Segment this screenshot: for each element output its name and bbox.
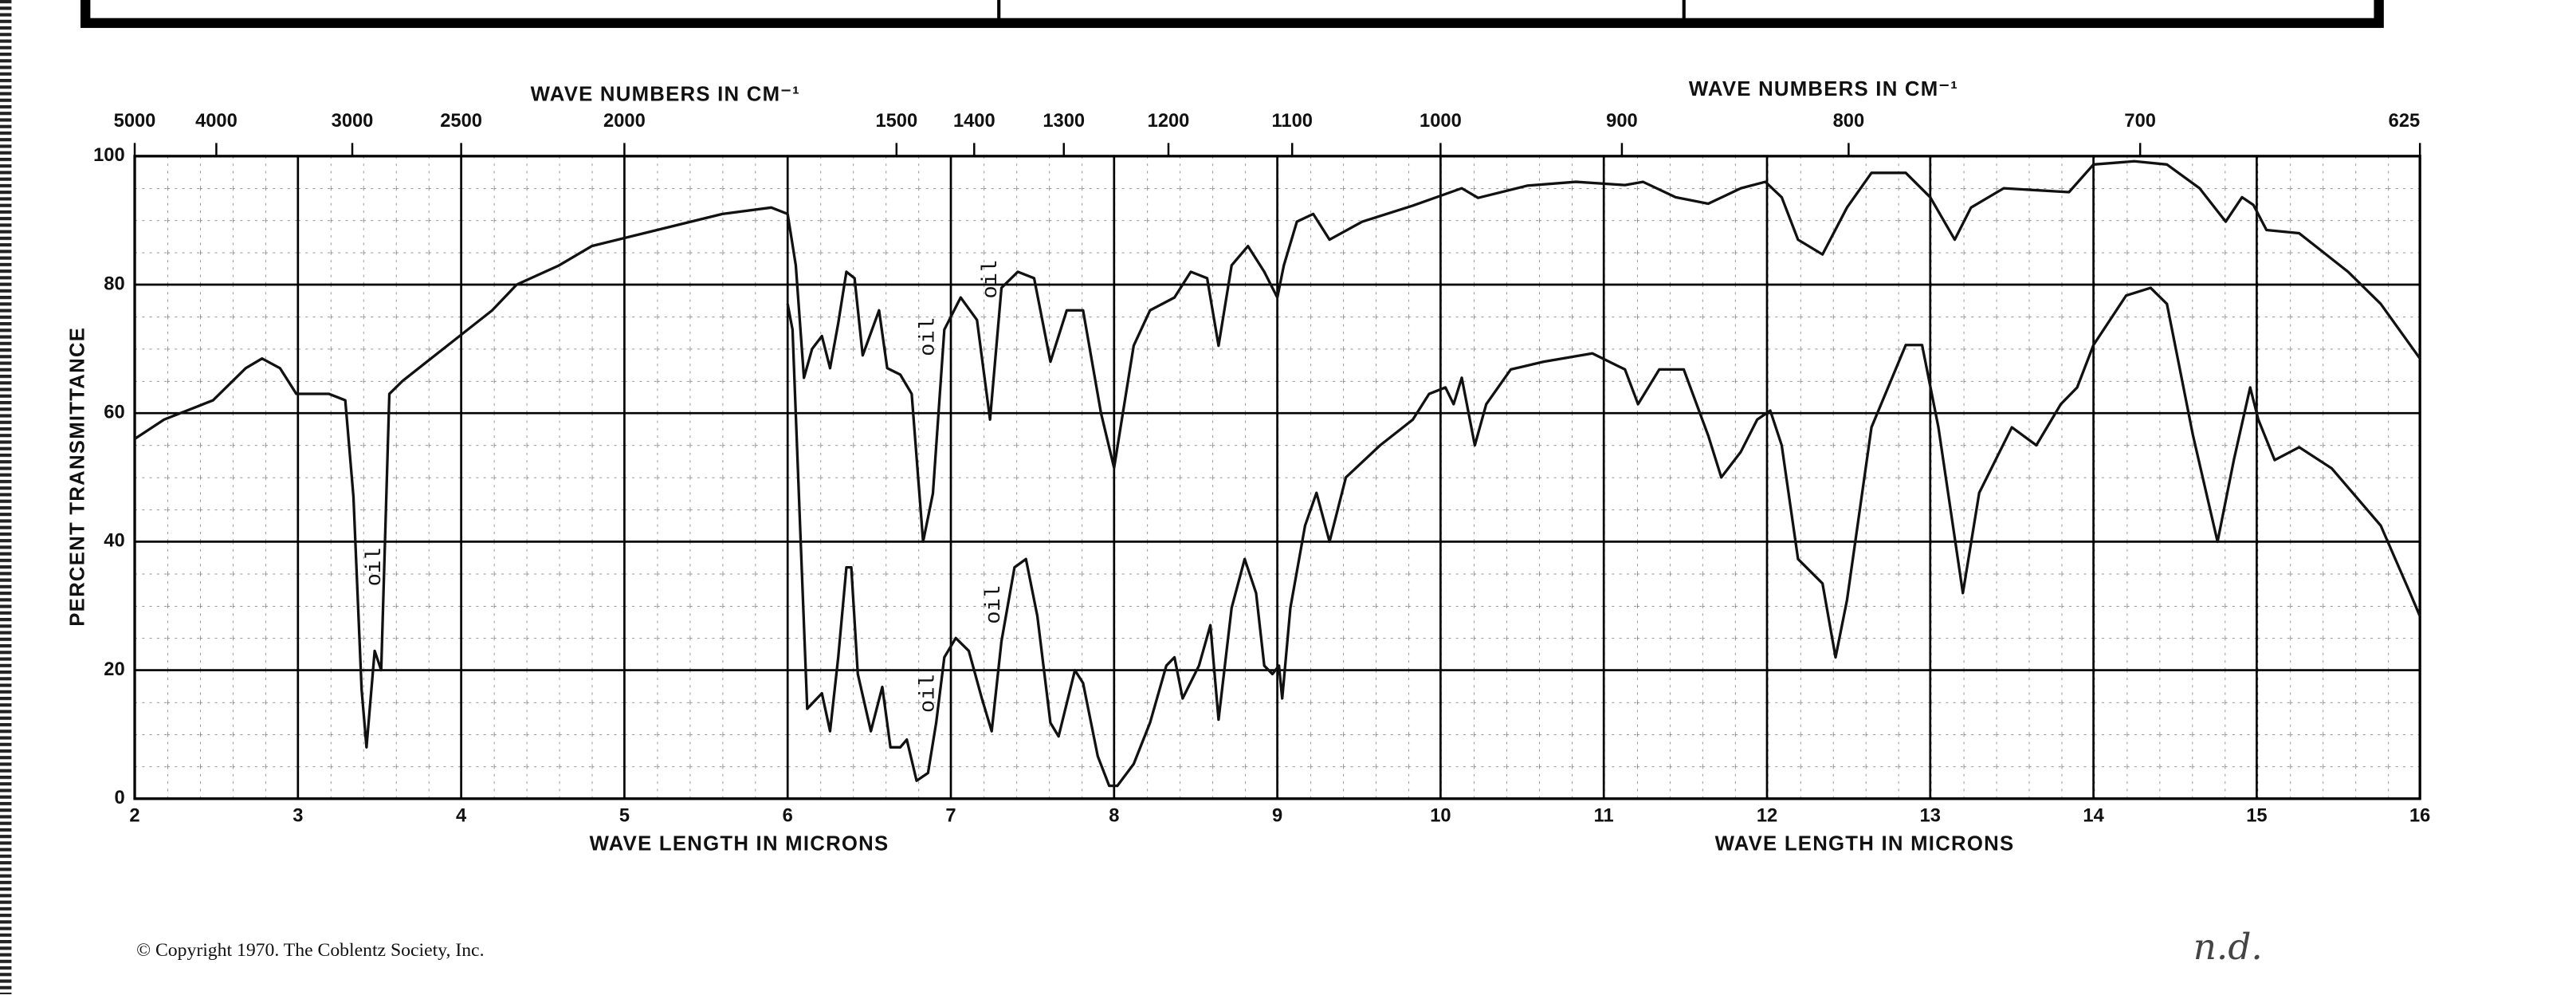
x-tick-label: 3 — [293, 806, 303, 827]
x2-axis-title: WAVE NUMBERS IN CM⁻¹ — [1689, 78, 1958, 100]
spectrum-line — [786, 286, 2421, 788]
x2-tick-label: 900 — [1606, 111, 1638, 132]
x-tick-label: 7 — [945, 806, 956, 827]
x2-tick-label: 700 — [2124, 111, 2156, 132]
x-tick-label: 9 — [1272, 806, 1282, 827]
y-tick-label: 40 — [104, 531, 124, 552]
x2-tick-label: 1300 — [1043, 111, 1085, 132]
x2-axis-title: WAVE NUMBERS IN CM⁻¹ — [531, 83, 800, 105]
x-tick-label: 11 — [1594, 806, 1614, 827]
annotation: oil — [980, 260, 1003, 298]
x-tick-label: 14 — [2083, 806, 2104, 827]
x-tick-label: 8 — [1109, 806, 1119, 827]
x-tick-label: 5 — [619, 806, 630, 827]
x2-tick-label: 1500 — [875, 111, 917, 132]
annotation: oil — [917, 317, 941, 356]
x2-tick-label: 2000 — [603, 111, 646, 132]
x-tick-label: 6 — [783, 806, 793, 827]
x2-tick-label: 1000 — [1420, 111, 1462, 132]
annotation: oil — [363, 548, 387, 586]
x-tick-label: 13 — [1920, 806, 1941, 827]
x-tick-label: 4 — [456, 806, 467, 827]
y-tick-label: 20 — [104, 659, 124, 680]
y-tick-label: 0 — [114, 788, 124, 808]
y-tick-label: 80 — [104, 273, 124, 294]
x-tick-label: 12 — [1757, 806, 1777, 827]
x2-tick-label: 5000 — [114, 111, 156, 132]
x-tick-label: 10 — [1430, 806, 1451, 827]
x2-tick-label: 4000 — [195, 111, 238, 132]
copyright: © Copyright 1970. The Coblentz Society, … — [136, 940, 484, 961]
x-axis-title: WAVE LENGTH IN MICRONS — [1715, 832, 2015, 855]
x2-tick-label: 625 — [2389, 111, 2421, 132]
top-frame — [80, 0, 2384, 29]
y-tick-label: 60 — [104, 402, 124, 423]
y-tick-label: 100 — [93, 145, 125, 166]
spectrum-line — [134, 159, 2421, 749]
x2-tick-label: 2500 — [440, 111, 482, 132]
x-axis-title: WAVE LENGTH IN MICRONS — [590, 832, 889, 855]
plot — [134, 159, 2421, 788]
scan-edge — [0, 0, 12, 995]
x2-tick-label: 800 — [1833, 111, 1865, 132]
x-tick-label: 16 — [2409, 806, 2430, 827]
x-tick-label: 2 — [129, 806, 139, 827]
x2-tick-label: 1200 — [1148, 111, 1190, 132]
y-axis-title: PERCENT TRANSMITTANCE — [67, 327, 89, 627]
x-tick-label: 15 — [2246, 806, 2267, 827]
annotation: oil — [983, 585, 1007, 623]
plot-frame — [133, 155, 2421, 800]
grid — [133, 155, 2421, 800]
x2-tick-label: 1100 — [1272, 111, 1313, 132]
x2-tick-label: 3000 — [332, 111, 374, 132]
x2-tick-label: 1400 — [953, 111, 995, 132]
annotation: oil — [917, 674, 941, 713]
handwritten-note: n.d. — [2193, 926, 2263, 968]
